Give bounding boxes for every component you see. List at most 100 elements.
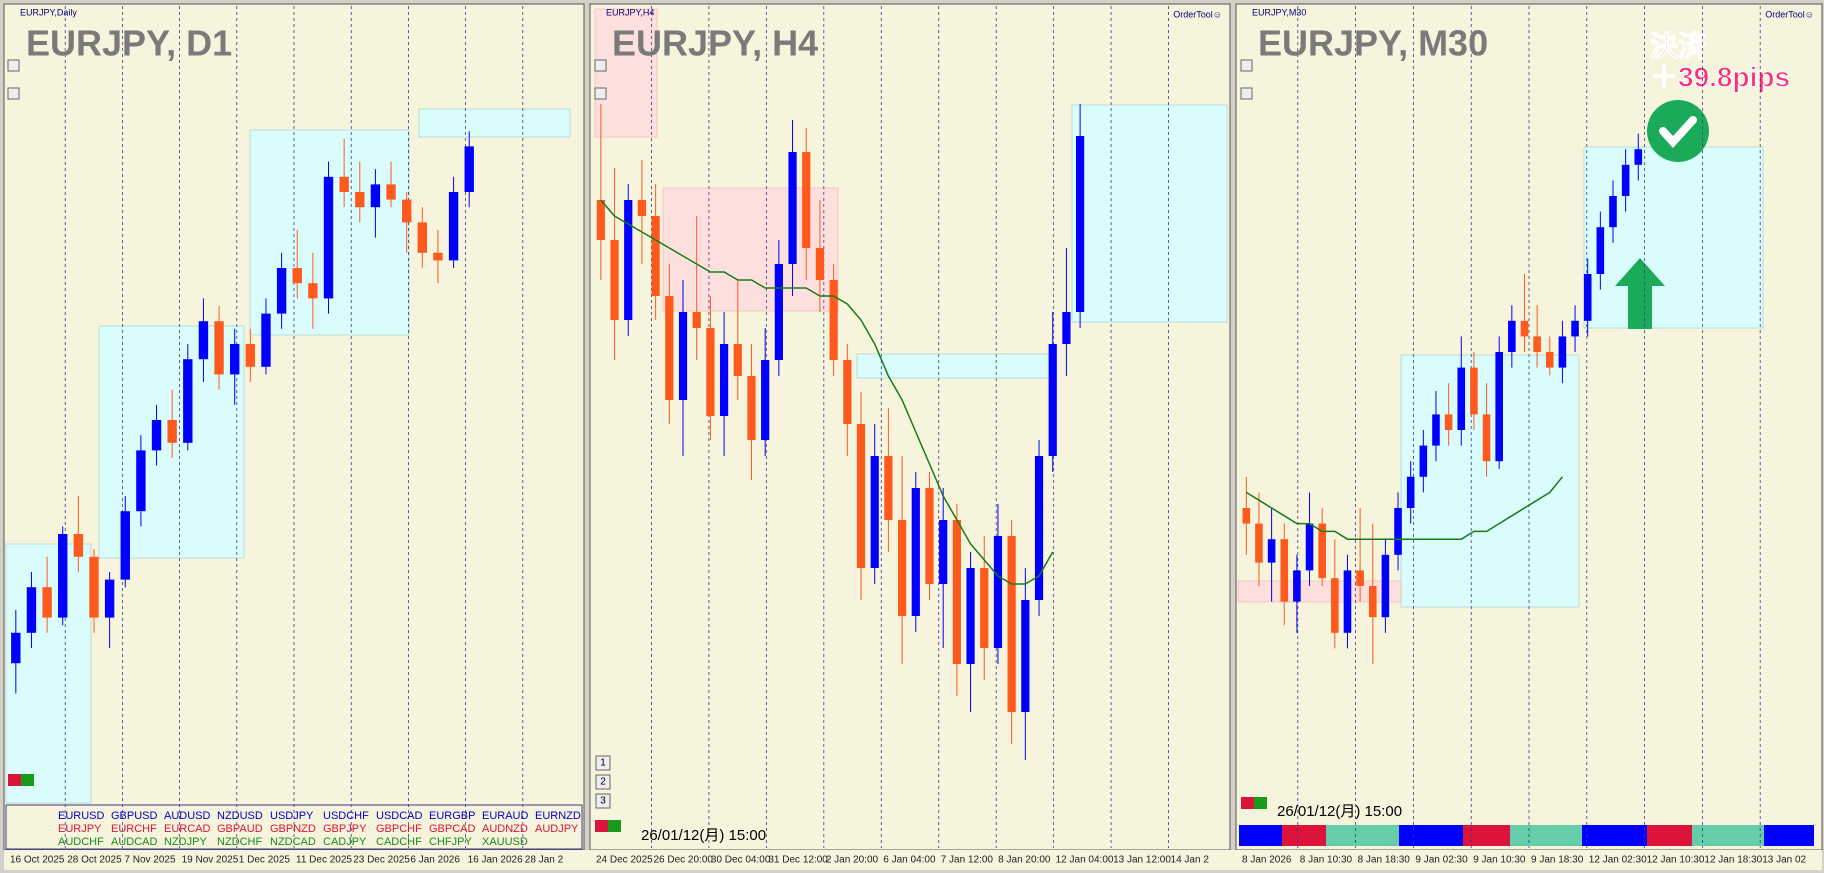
candle-body [261, 313, 271, 367]
button-label[interactable]: 3 [600, 796, 606, 807]
symbol-link[interactable]: EURAUD [482, 810, 529, 822]
symbol-link[interactable]: AUDUSD [164, 810, 211, 822]
x-axis-label: 30 Dec 04:00 [711, 855, 771, 866]
candle-body [966, 568, 975, 664]
x-axis-label: 26 Dec 20:00 [653, 855, 713, 866]
symbol-link[interactable]: USDCHF [323, 810, 369, 822]
candle-body [596, 200, 605, 240]
symbol-link[interactable]: NZDCHF [217, 836, 262, 848]
symbol-link[interactable]: AUDJPY [535, 823, 579, 835]
symbol-link[interactable]: CHFJPY [429, 836, 472, 848]
symbol-link[interactable]: AUDCAD [111, 836, 158, 848]
symbol-link[interactable]: NZDCAD [270, 836, 316, 848]
button[interactable] [1241, 797, 1254, 809]
x-axis-label: 31 Dec 12:00 [768, 855, 828, 866]
symbol-link[interactable]: USDCAD [376, 810, 423, 822]
symbol-link[interactable]: NZDUSD [217, 810, 263, 822]
symbol-link[interactable]: GBPJPY [323, 823, 367, 835]
zone-box [662, 187, 839, 312]
candle-body [993, 536, 1003, 648]
button[interactable] [7, 59, 20, 72]
panel-header: EURJPY,H4 [606, 7, 654, 17]
button-label[interactable]: 1 [600, 758, 606, 769]
candle-body [1343, 570, 1352, 633]
candle-body [308, 283, 318, 299]
scroll-buttons[interactable] [7, 59, 1267, 832]
strip-cell [1764, 825, 1814, 846]
symbol-link[interactable]: NZDJPY [164, 836, 207, 848]
candle-body [1520, 320, 1529, 337]
button[interactable] [595, 755, 611, 771]
candle-body [1368, 586, 1377, 618]
candle-body [1062, 312, 1071, 344]
x-axis-label: 19 Nov 2025 [182, 855, 239, 866]
x-axis-label: 14 Jan 2 [1171, 855, 1210, 866]
symbol-link[interactable]: EURGBP [429, 810, 475, 822]
signal-strip [1239, 825, 1814, 846]
button[interactable] [595, 820, 608, 832]
button[interactable] [594, 59, 607, 72]
button[interactable] [1240, 87, 1253, 100]
button[interactable] [21, 774, 34, 786]
symbol-link[interactable]: EURNZD [535, 810, 581, 822]
x-axis-label: 13 Jan 02 [1762, 855, 1806, 866]
candle-body [1419, 445, 1428, 477]
date-label: 26/01/12(月) 15:00 [641, 827, 766, 844]
candle-body [448, 192, 459, 261]
zone-box [1583, 146, 1764, 329]
x-axis-label: 8 Jan 20:00 [998, 855, 1051, 866]
candle-body [1558, 336, 1567, 368]
candle-body [276, 268, 287, 314]
button[interactable] [595, 774, 611, 790]
candle-body [151, 420, 162, 451]
strip-cell [1239, 825, 1282, 846]
candle-body [1255, 523, 1263, 563]
symbol-link[interactable]: EURCAD [164, 823, 211, 835]
candle-body [120, 511, 130, 580]
symbol-link[interactable]: EURUSD [58, 810, 105, 822]
candle-body [774, 264, 783, 360]
symbol-link[interactable]: CADCHF [376, 836, 422, 848]
symbol-link[interactable]: XAUUSD [482, 836, 528, 848]
button[interactable] [594, 87, 607, 100]
candle-body [1007, 536, 1016, 712]
button[interactable] [595, 793, 611, 809]
button[interactable] [8, 774, 21, 786]
candle-body [980, 568, 989, 648]
candle-body [339, 176, 349, 192]
symbol-link[interactable]: USDJPY [270, 810, 314, 822]
order-tool[interactable]: OrderTool☺ [1765, 9, 1814, 19]
button[interactable] [1254, 797, 1267, 809]
candle-body [1021, 600, 1030, 712]
symbol-link[interactable]: CADJPY [323, 836, 367, 848]
symbol-link[interactable]: GBPUSD [111, 810, 158, 822]
candle-body [370, 184, 381, 208]
candle-body [1545, 352, 1554, 368]
candle-body [1034, 456, 1044, 600]
symbol-link[interactable]: GBPCAD [429, 823, 476, 835]
button[interactable] [7, 87, 20, 100]
button-label[interactable]: 2 [600, 777, 606, 788]
candle-body [843, 360, 852, 424]
candle-body [1356, 570, 1364, 586]
candle-body [245, 344, 256, 367]
symbol-link[interactable]: EURCHF [111, 823, 157, 835]
symbol-link[interactable]: AUDNZD [482, 823, 528, 835]
candle-body [1609, 196, 1617, 228]
symbol-link[interactable]: GBPNZD [270, 823, 316, 835]
order-tool[interactable]: OrderTool☺ [1173, 9, 1222, 19]
symbol-link[interactable]: AUDCHF [58, 836, 104, 848]
candle-body [386, 184, 396, 200]
check-icon [1659, 116, 1697, 148]
chart-title: EURJPY, D1 [26, 23, 232, 64]
candle-body [637, 200, 647, 216]
symbol-link[interactable]: GBPCHF [376, 823, 422, 835]
candle-body [11, 632, 21, 664]
symbol-link[interactable]: GBPAUD [217, 823, 263, 835]
strip-cell [1510, 825, 1582, 846]
button[interactable] [608, 820, 621, 832]
button[interactable] [1240, 59, 1253, 72]
symbol-link[interactable]: EURJPY [58, 823, 102, 835]
